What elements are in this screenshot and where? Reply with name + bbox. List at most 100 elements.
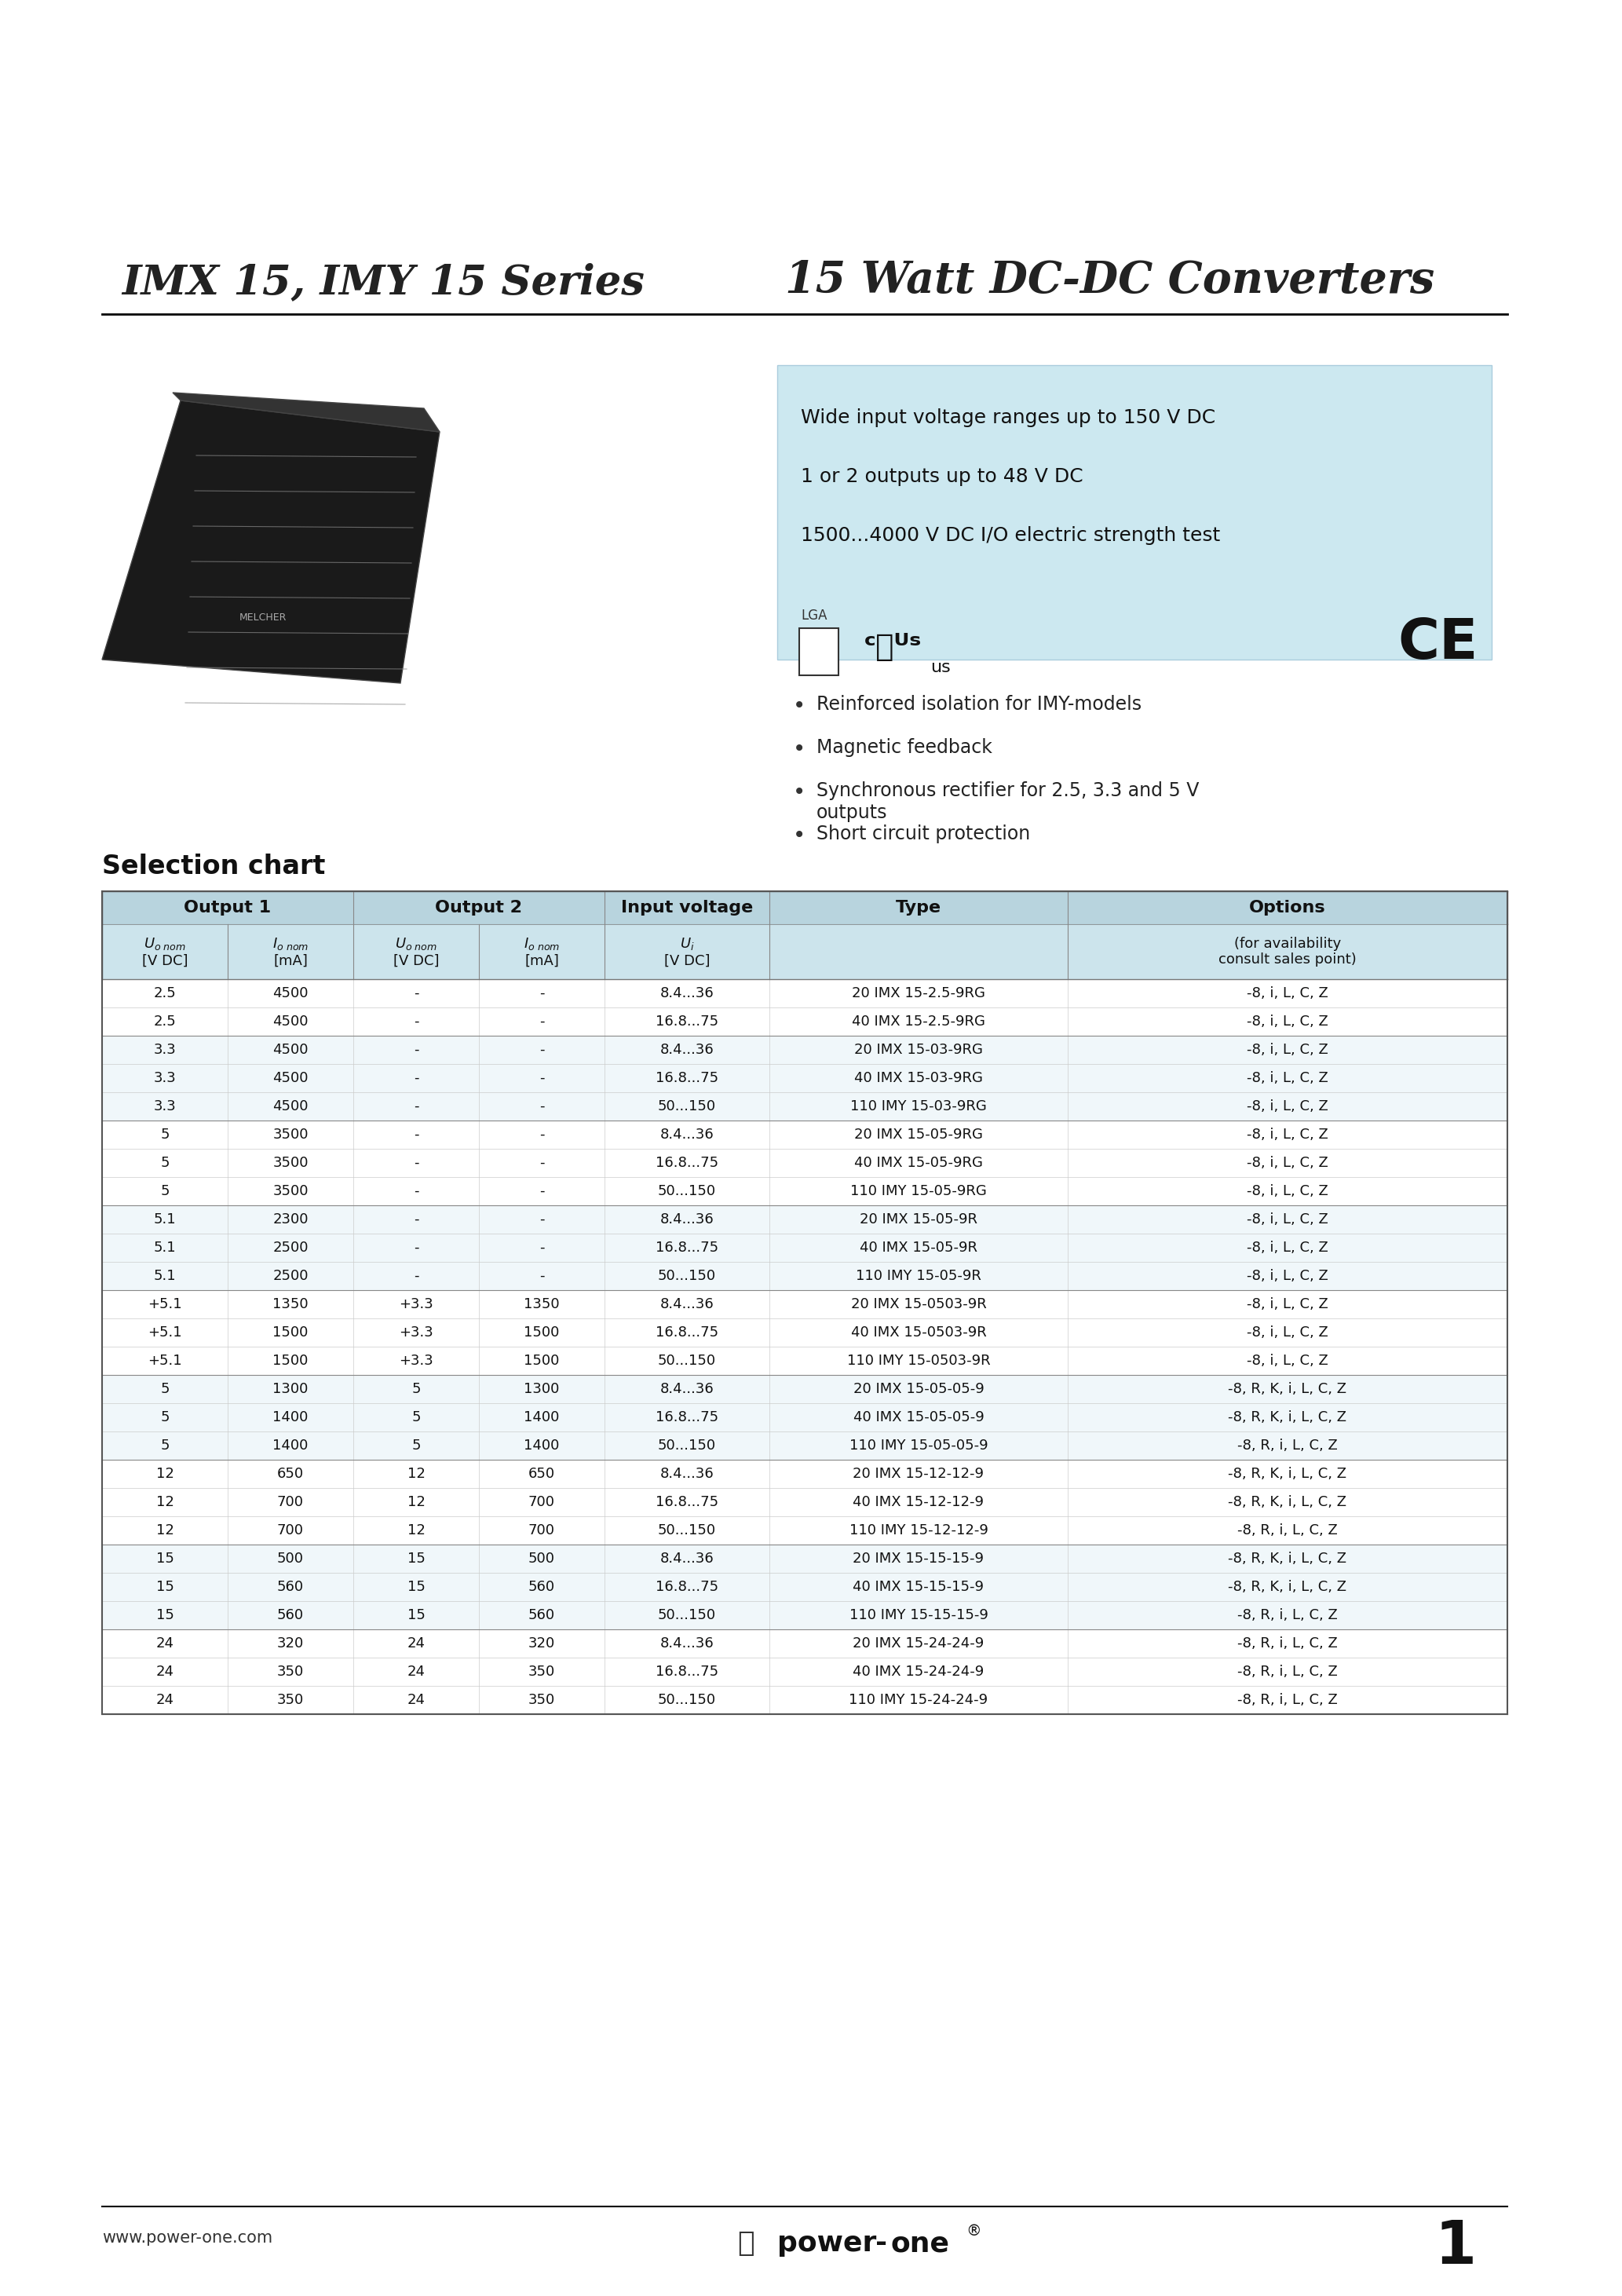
Text: 4500: 4500 <box>272 987 308 1001</box>
Text: 1400: 1400 <box>272 1410 308 1424</box>
Text: •: • <box>793 737 806 760</box>
Text: 16.8...75: 16.8...75 <box>655 1240 719 1256</box>
Text: $U_i$
[V DC]: $U_i$ [V DC] <box>663 937 710 967</box>
Text: 16.8...75: 16.8...75 <box>655 1495 719 1508</box>
Text: -8, R, i, L, C, Z: -8, R, i, L, C, Z <box>1238 1637 1338 1651</box>
Text: 5.1: 5.1 <box>154 1270 177 1283</box>
Text: -: - <box>414 1070 418 1086</box>
Text: ᶜⒶᵁˢ: ᶜⒶᵁˢ <box>863 631 921 661</box>
Text: 3500: 3500 <box>272 1155 308 1171</box>
FancyBboxPatch shape <box>102 1233 1507 1263</box>
Text: -8, i, L, C, Z: -8, i, L, C, Z <box>1247 987 1328 1001</box>
Text: -8, i, L, C, Z: -8, i, L, C, Z <box>1247 1325 1328 1339</box>
Text: 40 IMX 15-12-12-9: 40 IMX 15-12-12-9 <box>853 1495 985 1508</box>
FancyBboxPatch shape <box>102 1290 1507 1318</box>
Text: +3.3: +3.3 <box>399 1297 433 1311</box>
Text: +5.1: +5.1 <box>148 1355 182 1368</box>
Text: 50...150: 50...150 <box>659 1692 715 1708</box>
Text: -: - <box>539 987 545 1001</box>
Text: -: - <box>414 987 418 1001</box>
Text: 5: 5 <box>161 1155 169 1171</box>
Text: 15: 15 <box>407 1607 425 1623</box>
Text: Short circuit protection: Short circuit protection <box>816 824 1030 843</box>
Text: 24: 24 <box>407 1637 425 1651</box>
FancyBboxPatch shape <box>102 1148 1507 1178</box>
Text: -: - <box>539 1042 545 1056</box>
Text: 1500: 1500 <box>524 1325 560 1339</box>
Text: 500: 500 <box>277 1552 303 1566</box>
Text: 1400: 1400 <box>524 1410 560 1424</box>
Text: -8, i, L, C, Z: -8, i, L, C, Z <box>1247 1270 1328 1283</box>
Text: 700: 700 <box>277 1522 303 1538</box>
Text: -: - <box>876 2229 887 2257</box>
Text: 1 or 2 outputs up to 48 V DC: 1 or 2 outputs up to 48 V DC <box>801 466 1083 487</box>
Text: 5: 5 <box>161 1127 169 1141</box>
Text: $I_{o\ nom}$
[mA]: $I_{o\ nom}$ [mA] <box>272 937 308 967</box>
Text: 12: 12 <box>407 1495 425 1508</box>
Text: 700: 700 <box>529 1522 555 1538</box>
Text: Synchronous rectifier for 2.5, 3.3 and 5 V
outputs: Synchronous rectifier for 2.5, 3.3 and 5… <box>816 781 1199 822</box>
Text: -8, i, L, C, Z: -8, i, L, C, Z <box>1247 1240 1328 1256</box>
Text: 40 IMX 15-2.5-9RG: 40 IMX 15-2.5-9RG <box>852 1015 985 1029</box>
Text: 110 IMY 15-15-15-9: 110 IMY 15-15-15-9 <box>850 1607 988 1623</box>
Text: 15: 15 <box>156 1607 174 1623</box>
Text: 40 IMX 15-05-05-9: 40 IMX 15-05-05-9 <box>853 1410 985 1424</box>
Text: 40 IMX 15-15-15-9: 40 IMX 15-15-15-9 <box>853 1580 985 1593</box>
Text: -: - <box>414 1212 418 1226</box>
Text: 12: 12 <box>156 1522 174 1538</box>
FancyBboxPatch shape <box>102 925 1507 978</box>
Text: 4500: 4500 <box>272 1042 308 1056</box>
FancyBboxPatch shape <box>102 1430 1507 1460</box>
Text: 8.4...36: 8.4...36 <box>660 1042 714 1056</box>
Text: 50...150: 50...150 <box>659 1522 715 1538</box>
FancyBboxPatch shape <box>777 365 1492 659</box>
Text: 12: 12 <box>407 1467 425 1481</box>
Text: 1500: 1500 <box>272 1325 308 1339</box>
Text: -8, i, L, C, Z: -8, i, L, C, Z <box>1247 1155 1328 1171</box>
FancyBboxPatch shape <box>102 1263 1507 1290</box>
Text: 15: 15 <box>156 1580 174 1593</box>
Text: Type: Type <box>895 900 941 916</box>
Text: -8, R, i, L, C, Z: -8, R, i, L, C, Z <box>1238 1665 1338 1678</box>
Text: -: - <box>539 1070 545 1086</box>
Text: 20 IMX 15-12-12-9: 20 IMX 15-12-12-9 <box>853 1467 985 1481</box>
Text: www.power-one.com: www.power-one.com <box>102 2229 272 2245</box>
Text: 40 IMX 15-0503-9R: 40 IMX 15-0503-9R <box>852 1325 986 1339</box>
Text: 5: 5 <box>161 1440 169 1453</box>
Text: 15: 15 <box>156 1552 174 1566</box>
FancyBboxPatch shape <box>102 1120 1507 1148</box>
Polygon shape <box>172 393 440 432</box>
FancyBboxPatch shape <box>102 1460 1507 1488</box>
Text: 5: 5 <box>161 1382 169 1396</box>
Text: 40 IMX 15-05-9R: 40 IMX 15-05-9R <box>860 1240 978 1256</box>
Text: 15: 15 <box>407 1580 425 1593</box>
Text: 8.4...36: 8.4...36 <box>660 987 714 1001</box>
Text: 20 IMX 15-05-9RG: 20 IMX 15-05-9RG <box>855 1127 983 1141</box>
Text: 1300: 1300 <box>272 1382 308 1396</box>
Text: 24: 24 <box>407 1665 425 1678</box>
Text: +5.1: +5.1 <box>148 1325 182 1339</box>
Text: -: - <box>539 1212 545 1226</box>
Text: 5: 5 <box>412 1382 420 1396</box>
Text: -8, i, L, C, Z: -8, i, L, C, Z <box>1247 1355 1328 1368</box>
Text: 20 IMX 15-24-24-9: 20 IMX 15-24-24-9 <box>853 1637 985 1651</box>
Text: -: - <box>414 1015 418 1029</box>
Text: 1400: 1400 <box>272 1440 308 1453</box>
Text: 50...150: 50...150 <box>659 1607 715 1623</box>
Text: 16.8...75: 16.8...75 <box>655 1070 719 1086</box>
Text: power: power <box>777 2229 876 2257</box>
Text: 2.5: 2.5 <box>154 987 177 1001</box>
FancyBboxPatch shape <box>102 1573 1507 1600</box>
Text: 560: 560 <box>277 1607 303 1623</box>
Text: 3.3: 3.3 <box>154 1042 177 1056</box>
Text: -: - <box>414 1042 418 1056</box>
Text: 320: 320 <box>529 1637 555 1651</box>
FancyBboxPatch shape <box>102 1178 1507 1205</box>
Text: 110 IMY 15-24-24-9: 110 IMY 15-24-24-9 <box>848 1692 988 1708</box>
Text: 110 IMY 15-0503-9R: 110 IMY 15-0503-9R <box>847 1355 991 1368</box>
Text: 16.8...75: 16.8...75 <box>655 1410 719 1424</box>
Text: 700: 700 <box>277 1495 303 1508</box>
Text: +5.1: +5.1 <box>148 1297 182 1311</box>
Text: 110 IMY 15-12-12-9: 110 IMY 15-12-12-9 <box>850 1522 988 1538</box>
Text: 560: 560 <box>529 1580 555 1593</box>
